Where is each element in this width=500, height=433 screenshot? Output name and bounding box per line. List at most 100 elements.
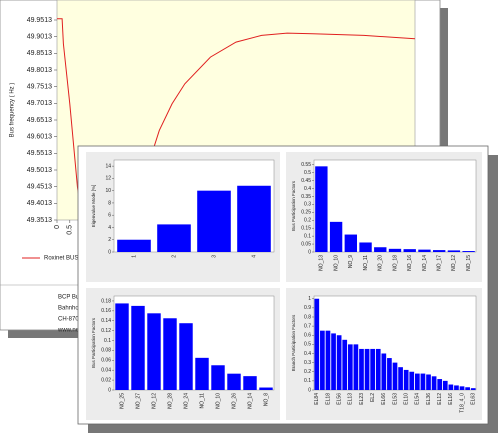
x-tick-label: NO_14 [247,393,253,409]
y-tick-label: 0.02 [101,377,111,383]
bar [315,166,328,252]
bar [237,185,271,252]
bar [329,221,343,252]
bar [403,249,416,252]
y-tick-label: 0.08 [101,348,111,354]
y-tick-label: 0.1 [304,233,311,239]
y-tick-label: 0.2 [304,218,311,224]
bar [331,333,336,390]
bar [347,344,353,390]
y-tick-label: 49.7513 [27,84,52,91]
y-tick-label: 49.5513 [27,150,52,157]
bar [147,313,161,390]
y-tick-label: 49.8513 [27,50,52,57]
y-tick-label: 0.18 [101,298,111,304]
y-tick-label: 0.9 [304,305,311,311]
x-tick-label: NO_17 [437,255,443,271]
y-tick-label: 0 [308,249,311,255]
bar [454,385,459,390]
bar [387,358,392,390]
bar [414,373,420,390]
y-tick-label: 0.4 [304,351,311,357]
bar [359,348,364,390]
bar [243,376,257,390]
bar [325,330,331,390]
y-tick-label: 0.16 [101,308,111,314]
y-tick-label: 0.45 [301,178,311,184]
bar [364,348,370,390]
bar [398,367,403,390]
bar [392,362,398,390]
x-tick-label: EL84 [314,393,320,405]
bar [195,357,209,390]
y-tick-label: 49.4513 [27,184,52,191]
bar [117,239,151,252]
bar [426,374,431,390]
x-tick-label: NO_16 [407,255,413,271]
x-tick-label: NO_28 [167,393,173,409]
y-tick-label: 49.6013 [27,134,52,141]
bar [447,250,461,252]
x-tick-label: T18_4_0 [459,393,465,413]
bar [353,344,359,390]
y-tick-label: 49.4013 [27,200,52,207]
x-tick-label: NO_26 [231,393,237,409]
bar [437,379,443,390]
y-tick-label: 0.15 [301,226,311,232]
bar [459,386,465,390]
y-tick-label: 0.2 [304,369,311,375]
bar [381,353,387,390]
x-tick-label: EL16 [448,393,454,405]
bar [163,318,177,390]
x-tick-label: 2 [171,255,177,258]
y-tick-label: 0 [108,387,111,393]
legend-label: Roxinet BUS [44,256,78,262]
y-tick-label: 2 [108,237,111,243]
bar [314,298,320,390]
bar [420,373,426,390]
y-axis-label: Bus Participation Factors [291,180,296,231]
bar [388,248,402,252]
bar [115,303,129,390]
footer-text: BCP Bu [58,295,79,301]
x-tick-label: NO_14 [422,255,428,271]
bar [320,330,325,390]
x-tick-label: NO_20 [378,255,384,271]
x-tick-label: NO_27 [135,393,141,409]
x-tick-label: NO_10 [215,393,221,409]
y-axis-label: Bus Participation Factors [91,317,96,368]
y-tick-label: 0.5 [304,342,311,348]
x-tick-label: EL10 [404,393,410,405]
footer-text: www.nep [57,328,83,334]
x-tick-label: EL13 [348,393,354,405]
x-tick-label: EL66 [381,393,387,405]
bar [465,387,470,390]
x-tick-label: NO_12 [451,255,457,271]
y-tick-label: 0.1 [304,378,311,384]
x-tick-label: NO_9 [348,255,354,268]
x-tick-label: EL53 [392,393,398,405]
y-tick-label: 49.5013 [27,167,52,174]
y-tick-label: 6 [108,213,111,219]
y-axis-label: Bus frequency ( Hz ) [10,83,16,138]
bar [375,348,381,390]
bar [442,380,448,390]
x-tick-label: EL56 [336,393,342,405]
x-tick-label: NO_10 [333,255,339,271]
y-tick-label: 0.14 [101,318,111,324]
y-axis-label: Eigenvalue Mode [%] [91,185,96,228]
line-chart: 49.3513 49.4013 49.4513 49.5013 49.5513 49.60… [10,17,415,334]
bar [418,249,431,252]
footer-text: CH-870 [58,317,79,323]
bar [432,250,446,252]
y-tick-label: 0.55 [301,162,311,168]
bar [179,323,193,390]
y-tick-label: 0 [308,387,311,393]
x-tick-label: NO_12 [151,393,157,409]
x-tick-label: EL36 [426,393,432,405]
bar [370,348,376,390]
y-tick-label: 12 [105,176,111,182]
y-tick-label: 0.1 [104,338,111,344]
